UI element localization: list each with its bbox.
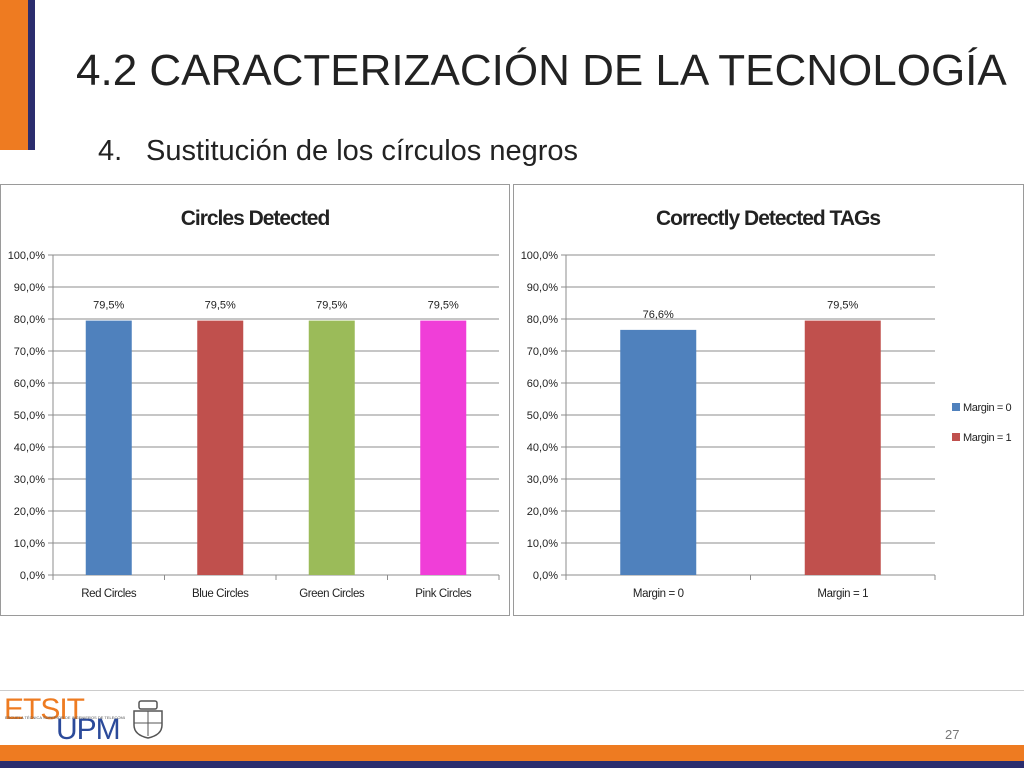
y-tick-label: 60,0% [14,378,45,390]
y-tick-label: 0,0% [533,570,558,582]
y-tick-label: 70,0% [527,346,558,358]
crest-icon [133,700,163,739]
slide-title: 4.2 CARACTERIZACIÓN DE LA TECNOLOGÍA [76,46,1007,95]
data-label: 79,5% [428,300,459,312]
chart-correctly-detected-tags: Correctly Detected TAGs 0,0% 10,0% 20,0% 30,… [513,184,1024,616]
data-label: 79,5% [93,300,124,312]
bar [197,320,244,575]
x-tick-label: Red Circles [81,588,137,600]
footer-bar-orange [0,745,1024,761]
chart-circles-detected-svg: Circles Detected 0,0% 10,0% 20,0% 30,0% 40,0%… [8,207,500,600]
y-tick-label: 90,0% [527,282,558,294]
subtitle-text: Sustitución de los círculos negros [146,135,578,167]
subtitle-number: 4. [98,135,123,167]
y-tick-label: 40,0% [14,442,45,454]
bar [804,320,881,575]
x-tick-label: Margin = 1 [817,588,868,600]
y-tick-label: 50,0% [14,410,45,422]
x-tick-label: Green Circles [299,588,365,600]
page-number: 27 [945,727,960,742]
footer-divider [0,690,1024,691]
y-tick-label: 90,0% [14,282,45,294]
bar [85,320,132,575]
y-tick-label: 100,0% [521,250,559,262]
logo-upm: UPM [56,713,121,746]
accent-bar-navy [28,0,35,150]
y-tick-label: 20,0% [527,506,558,518]
y-tick-label: 10,0% [527,538,558,550]
y-tick-label: 80,0% [14,314,45,326]
data-label: 76,6% [643,309,674,321]
legend-swatch [952,403,960,411]
chart-correctly-detected-tags-svg: Correctly Detected TAGs 0,0% 10,0% 20,0% 30,… [521,207,1012,600]
data-label: 79,5% [827,300,858,312]
x-tick-label: Blue Circles [192,588,249,600]
y-tick-label: 100,0% [8,250,46,262]
logo-etsit: ETSIT [4,693,85,726]
y-tick-label: 0,0% [20,570,45,582]
chart-circles-detected: Circles Detected 0,0% 10,0% 20,0% 30,0% 40,0%… [0,184,510,616]
data-label: 79,5% [205,300,236,312]
chart-title: Circles Detected [181,207,330,230]
y-tick-label: 30,0% [14,474,45,486]
x-tick-label: Pink Circles [415,588,472,600]
y-tick-label: 70,0% [14,346,45,358]
subtitle: 4. Sustitución de los círculos negros [98,135,578,168]
bar [308,320,355,575]
logo-school-text: ESCUELA TÉCNICA SUPERIOR DE INGENIEROS D… [5,715,125,720]
y-tick-label: 10,0% [14,538,45,550]
y-tick-label: 30,0% [527,474,558,486]
y-tick-label: 60,0% [527,378,558,390]
bar [420,320,467,575]
legend-label: Margin = 1 [963,432,1012,444]
y-tick-label: 20,0% [14,506,45,518]
y-tick-label: 80,0% [527,314,558,326]
accent-bar-orange [0,0,28,150]
y-tick-label: 40,0% [527,442,558,454]
footer-bar-navy [0,761,1024,768]
legend-swatch [952,433,960,441]
legend-label: Margin = 0 [963,402,1012,414]
x-tick-label: Margin = 0 [633,588,684,600]
data-label: 79,5% [316,300,347,312]
y-tick-label: 50,0% [527,410,558,422]
chart-title: Correctly Detected TAGs [656,207,880,230]
bar [620,329,697,575]
